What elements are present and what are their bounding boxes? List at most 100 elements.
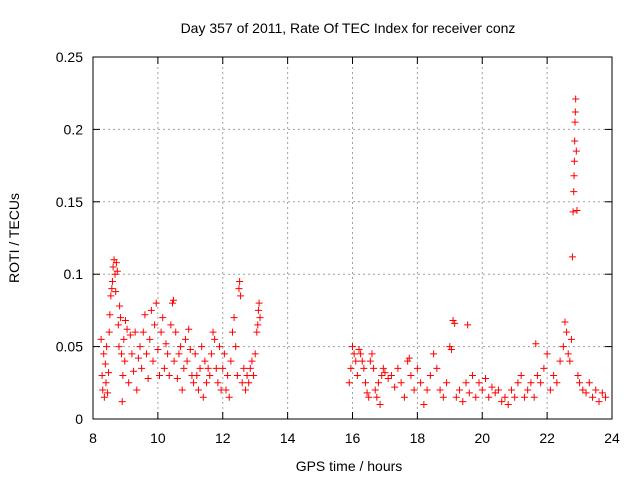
data-point [517,372,525,380]
data-point [368,350,376,358]
y-tick-label: 0.25 [56,49,83,65]
data-point [186,345,194,353]
data-point [224,372,232,380]
data-point [582,389,590,397]
data-point [138,364,146,372]
data-point [366,357,374,365]
data-point [571,108,579,116]
data-point [254,321,262,329]
data-point [569,208,577,216]
data-point [162,340,170,348]
data-point [452,393,460,401]
data-point [116,302,124,310]
data-point [149,357,157,365]
data-point [246,364,254,372]
data-point [167,321,175,329]
data-point [245,379,253,387]
data-point [151,321,159,329]
data-point [347,364,355,372]
data-point [157,328,165,336]
data-point [125,379,133,387]
data-point [119,372,127,380]
x-tick-label: 12 [215,430,231,446]
data-point [433,364,441,372]
x-tick-label: 16 [345,430,361,446]
data-point [243,372,251,380]
data-point [598,389,606,397]
data-point [533,372,541,380]
data-point [417,379,425,387]
data-point [381,369,389,377]
data-point [568,253,576,261]
data-point [504,401,512,409]
data-point [241,386,249,394]
data-point [387,372,395,380]
data-point [228,328,236,336]
data-point [451,319,459,327]
data-point [592,386,600,394]
data-point [413,364,421,372]
data-point [225,393,233,401]
data-point [376,401,384,409]
data-point [121,357,129,365]
data-point [102,379,110,387]
data-point [576,379,584,387]
data-point [602,393,610,401]
data-point [178,386,186,394]
data-point [177,343,185,351]
data-point [543,350,551,358]
data-point [130,367,138,375]
data-point [99,386,107,394]
data-point [514,379,522,387]
x-tick-label: 18 [410,430,426,446]
data-point [141,311,149,319]
data-point [146,335,154,343]
data-point [426,372,434,380]
data-point [430,350,438,358]
data-point [572,147,580,155]
data-point [235,285,243,293]
data-point [180,364,188,372]
data-point [589,393,597,401]
data-point [159,314,167,322]
x-tick-label: 24 [604,430,620,446]
data-point [472,393,480,401]
data-point [571,137,579,145]
data-point [113,267,121,275]
data-point [567,335,575,343]
data-point [117,314,125,322]
axis-ticks: 8 10 12 14 16 18 20 22 24 0 0.05 0.1 0.15 0.2 0.25 [56,49,620,446]
data-point [165,372,173,380]
data-point [566,357,574,365]
data-point [134,354,142,362]
data-point [139,328,147,336]
data-point [353,372,361,380]
data-point [212,364,220,372]
data-point [253,328,261,336]
data-point [357,350,365,358]
data-point [456,386,464,394]
data-point [559,343,567,351]
data-point [181,335,189,343]
x-tick-label: 20 [474,430,490,446]
data-point [449,317,457,325]
data-point [112,288,120,296]
data-point [198,343,206,351]
data-point [363,389,371,397]
data-point [397,379,405,387]
data-point [209,328,217,336]
data-point [112,259,120,267]
data-point [207,350,215,358]
data-points [97,95,610,409]
y-tick-label: 0.2 [64,121,84,137]
data-point [462,379,470,387]
data-point [564,350,572,358]
data-point [133,386,141,394]
data-point [168,299,176,307]
data-point [147,306,155,314]
data-point [107,292,115,300]
data-point [115,343,123,351]
data-point [360,364,368,372]
y-tick-label: 0.05 [56,339,83,355]
